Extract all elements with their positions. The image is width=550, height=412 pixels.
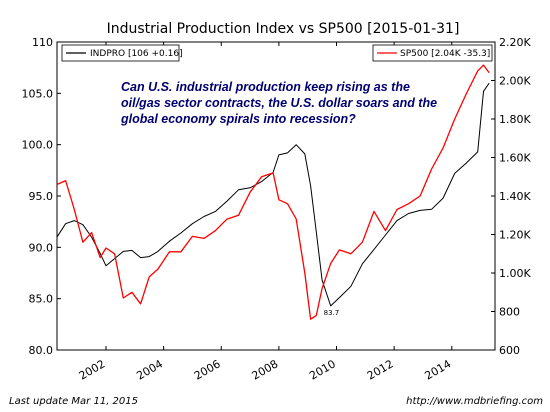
min-annotation: 83.7 bbox=[324, 309, 340, 317]
x-axis: 2002 2004 2006 2008 2010 2012 2014 bbox=[77, 42, 454, 383]
series-line-indpro bbox=[57, 82, 490, 307]
plot-area bbox=[56, 41, 496, 351]
x-tick-label: 2014 bbox=[423, 357, 454, 382]
series-line-sp500 bbox=[57, 64, 490, 320]
y-axis-left: 80.0 85.0 90.0 95.0 100.0 105.0 110 bbox=[22, 36, 61, 357]
y-right-tick-label: 2.20K bbox=[499, 36, 531, 49]
x-tick-label: 2006 bbox=[192, 357, 223, 382]
y-axis-right: 600 800 1.00K 1.20K 1.40K 1.60K 1.80K 2.00K 2.20… bbox=[491, 36, 531, 357]
legend-sp500-label: SP500 [2.04K -35.3] bbox=[400, 49, 490, 59]
x-tick-label: 2008 bbox=[250, 357, 281, 382]
y-left-tick-label: 95.0 bbox=[29, 190, 54, 203]
annotation-line-3: global economy spirals into recession? bbox=[120, 112, 356, 126]
y-left-tick-label: 85.0 bbox=[29, 293, 54, 306]
y-right-tick-label: 1.40K bbox=[499, 190, 531, 203]
annotation-line-2: oil/gas sector contracts, the U.S. dolla… bbox=[121, 96, 437, 110]
x-tick-label: 2004 bbox=[134, 357, 165, 382]
y-right-tick-label: 800 bbox=[499, 306, 520, 319]
y-right-tick-label: 2.00K bbox=[499, 75, 531, 88]
legend-indpro-label: INDPRO [106 +0.16] bbox=[90, 49, 183, 59]
footer-url[interactable]: http://www.mdbriefing.com bbox=[406, 396, 543, 407]
annotation-text: Can U.S. industrial production keep risi… bbox=[120, 80, 437, 126]
y-right-tick-label: 600 bbox=[499, 344, 520, 357]
series-layer bbox=[57, 64, 490, 320]
x-tick-label: 2002 bbox=[77, 357, 108, 382]
annotation-line-1: Can U.S. industrial production keep risi… bbox=[121, 80, 410, 94]
y-right-tick-label: 1.00K bbox=[499, 267, 531, 280]
footer-last-update: Last update Mar 11, 2015 bbox=[9, 396, 138, 407]
y-right-tick-label: 1.80K bbox=[499, 113, 531, 126]
x-tick-label: 2012 bbox=[365, 357, 396, 382]
y-left-tick-label: 90.0 bbox=[29, 241, 54, 254]
chart-title: Industrial Production Index vs SP500 [20… bbox=[107, 21, 460, 37]
x-tick-label: 2010 bbox=[307, 357, 338, 382]
y-left-tick-label: 80.0 bbox=[29, 344, 54, 357]
y-right-tick-label: 1.20K bbox=[499, 229, 531, 242]
y-left-tick-label: 110 bbox=[32, 36, 53, 49]
y-right-tick-label: 1.60K bbox=[499, 152, 531, 165]
y-left-tick-label: 100.0 bbox=[22, 139, 54, 152]
legend-sp500: SP500 [2.04K -35.3] bbox=[372, 44, 493, 62]
y-left-tick-label: 105.0 bbox=[22, 87, 54, 100]
legend-indpro: INDPRO [106 +0.16] bbox=[61, 44, 183, 62]
